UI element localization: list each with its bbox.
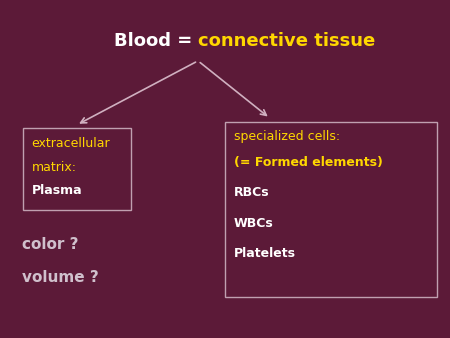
Text: Platelets: Platelets (234, 247, 296, 260)
Text: specialized cells:: specialized cells: (234, 130, 340, 143)
Text: connective tissue: connective tissue (198, 31, 375, 50)
Text: matrix:: matrix: (32, 161, 76, 173)
Text: (= Formed elements): (= Formed elements) (234, 156, 383, 169)
Text: Plasma: Plasma (32, 184, 82, 197)
Text: WBCs: WBCs (234, 217, 274, 230)
Text: RBCs: RBCs (234, 187, 270, 199)
Text: color ?: color ? (22, 237, 79, 251)
FancyBboxPatch shape (22, 128, 130, 210)
FancyBboxPatch shape (225, 122, 436, 297)
Text: extracellular: extracellular (32, 137, 110, 150)
Text: volume ?: volume ? (22, 270, 99, 285)
Text: Blood =: Blood = (113, 31, 198, 50)
